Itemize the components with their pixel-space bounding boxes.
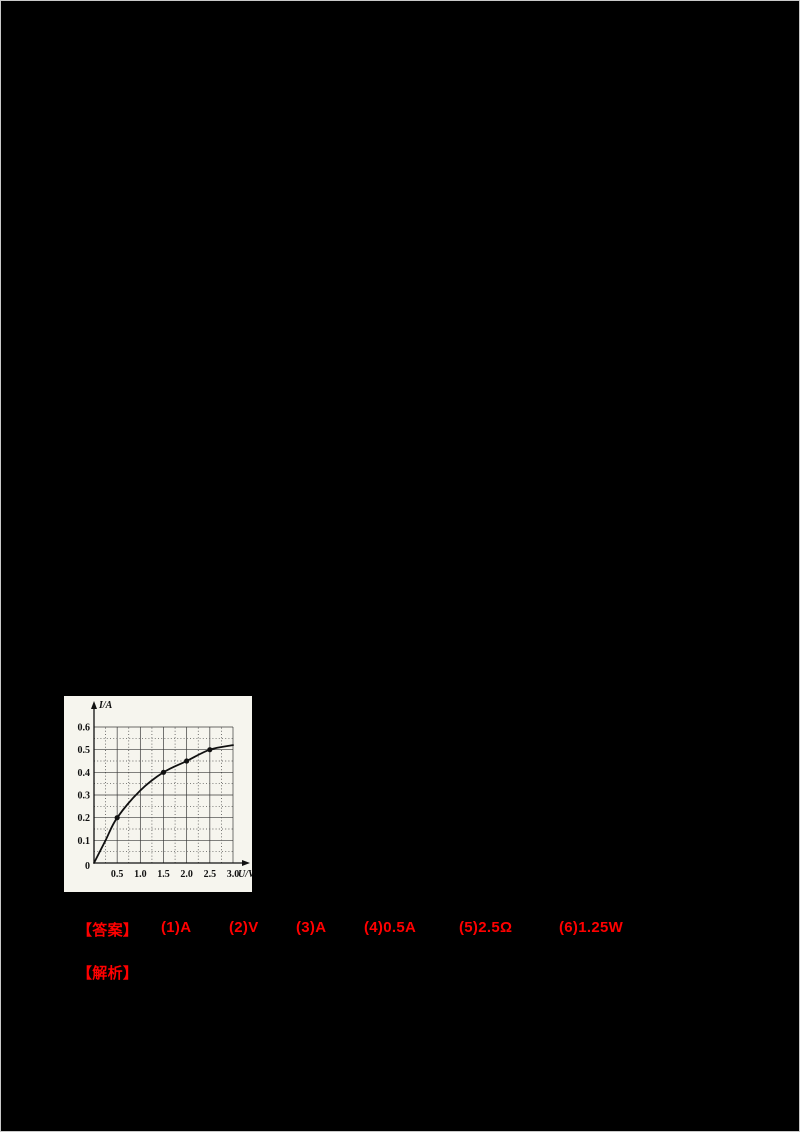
svg-text:0.5: 0.5 bbox=[78, 745, 91, 756]
svg-text:0.5: 0.5 bbox=[111, 869, 124, 880]
svg-text:2.5: 2.5 bbox=[204, 869, 217, 880]
svg-text:0: 0 bbox=[85, 861, 90, 872]
answer-item: (2)V bbox=[229, 919, 259, 936]
answer-item: (3)A bbox=[296, 919, 327, 936]
svg-text:1.0: 1.0 bbox=[134, 869, 147, 880]
svg-text:0.2: 0.2 bbox=[78, 813, 91, 824]
svg-text:2.0: 2.0 bbox=[180, 869, 193, 880]
answer-item: (1)A bbox=[161, 919, 192, 936]
svg-text:1.5: 1.5 bbox=[157, 869, 170, 880]
svg-text:U/V: U/V bbox=[238, 869, 252, 880]
svg-text:3.0: 3.0 bbox=[227, 869, 240, 880]
svg-text:0.1: 0.1 bbox=[78, 836, 91, 847]
svg-text:0.6: 0.6 bbox=[78, 723, 91, 734]
iv-curve-chart: 0 0.1 0.2 0.3 0.4 0.5 0.6 0.5 1.0 1.5 2.0 2.5 3.0 I/A… bbox=[78, 700, 253, 880]
analysis-label: 【解析】 bbox=[77, 965, 139, 982]
figure-panel: 0 0.1 0.2 0.3 0.4 0.5 0.6 0.5 1.0 1.5 2.0 2.5 3.0 I/A… bbox=[64, 696, 252, 892]
svg-text:0.3: 0.3 bbox=[78, 791, 91, 802]
answers-label: 【答案】 bbox=[77, 922, 139, 939]
answer-item: (5)2.5Ω bbox=[459, 919, 513, 936]
svg-text:I/A: I/A bbox=[98, 700, 113, 711]
answer-item: (4)0.5A bbox=[364, 919, 417, 936]
svg-text:0.4: 0.4 bbox=[78, 768, 91, 779]
answer-item: (6)1.25W bbox=[559, 919, 624, 936]
